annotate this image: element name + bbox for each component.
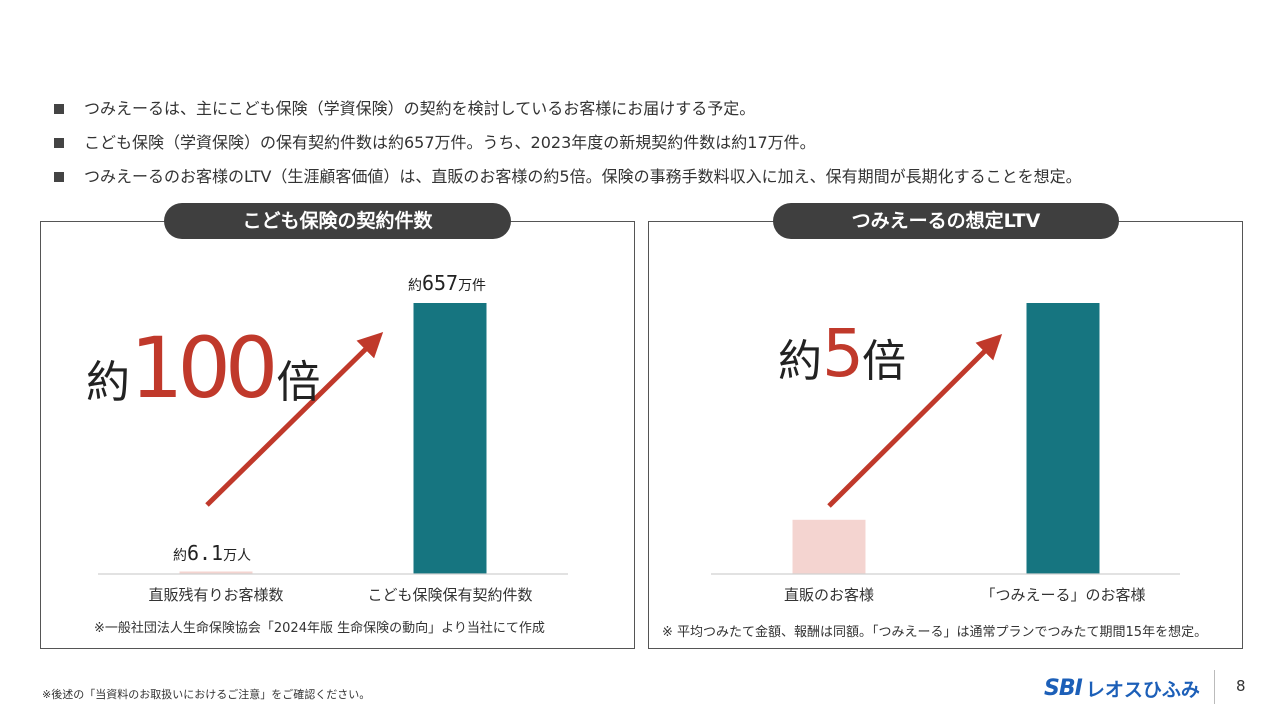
bullet-list: つみえーるは、主にこども保険（学資保険）の契約を検討しているお客様にお届けする予…	[54, 92, 1082, 194]
logo-name-text: レオスひふみ	[1085, 678, 1200, 701]
growth-arrow-icon	[827, 333, 1003, 508]
bar	[1026, 303, 1100, 574]
bar	[792, 519, 866, 574]
data-label: 約6.1万人	[173, 541, 251, 565]
page-number: 8	[1236, 677, 1246, 695]
growth-arrow-icon	[205, 331, 384, 507]
multiplier-label: 約100倍	[86, 319, 320, 417]
bullet-item: つみえーるは、主にこども保険（学資保険）の契約を検討しているお客様にお届けする予…	[54, 92, 1082, 126]
left-source-note: ※一般社団法人生命保険協会「2024年版 生命保険の動向」より当社にて作成	[94, 621, 545, 636]
category-label: こども保険保有契約件数	[367, 586, 532, 604]
category-label: 「つみえーる」のお客様	[980, 586, 1145, 604]
footer-divider	[1214, 670, 1215, 704]
left-panel-title: こども保険の契約件数	[164, 203, 511, 239]
square-bullet-icon	[54, 104, 64, 114]
bullet-text: つみえーるのお客様のLTV（生涯顧客価値）は、直販のお客様の約5倍。保険の事務手…	[84, 167, 1082, 186]
category-label: 直販のお客様	[784, 586, 874, 604]
bullet-text: こども保険（学資保険）の保有契約件数は約657万件。うち、2023年度の新規契約…	[84, 133, 816, 152]
bar	[179, 571, 253, 574]
data-label: 約657万件	[408, 271, 486, 295]
right-assumption-note: ※ 平均つみたて金額、報酬は同額。「つみえーる」は通常プランでつみたて期間15年…	[662, 625, 1208, 640]
square-bullet-icon	[54, 172, 64, 182]
bar	[413, 303, 487, 574]
footer-note: ※後述の「当資料のお取扱いにおけるご注意」をご確認ください。	[42, 688, 371, 701]
bullet-text: つみえーるは、主にこども保険（学資保険）の契約を検討しているお客様にお届けする予…	[84, 99, 756, 118]
category-label: 直販残有りお客様数	[148, 586, 283, 604]
bullet-item: こども保険（学資保険）の保有契約件数は約657万件。うち、2023年度の新規契約…	[54, 126, 1082, 160]
right-panel-title: つみえーるの想定LTV	[773, 203, 1119, 239]
bullet-item: つみえーるのお客様のLTV（生涯顧客価値）は、直販のお客様の約5倍。保険の事務手…	[54, 160, 1082, 194]
company-logo: SBI レオスひふみ	[1044, 672, 1200, 704]
multiplier-label: 約5倍	[778, 315, 906, 392]
square-bullet-icon	[54, 138, 64, 148]
logo-sbi-text: SBI	[1044, 675, 1083, 701]
